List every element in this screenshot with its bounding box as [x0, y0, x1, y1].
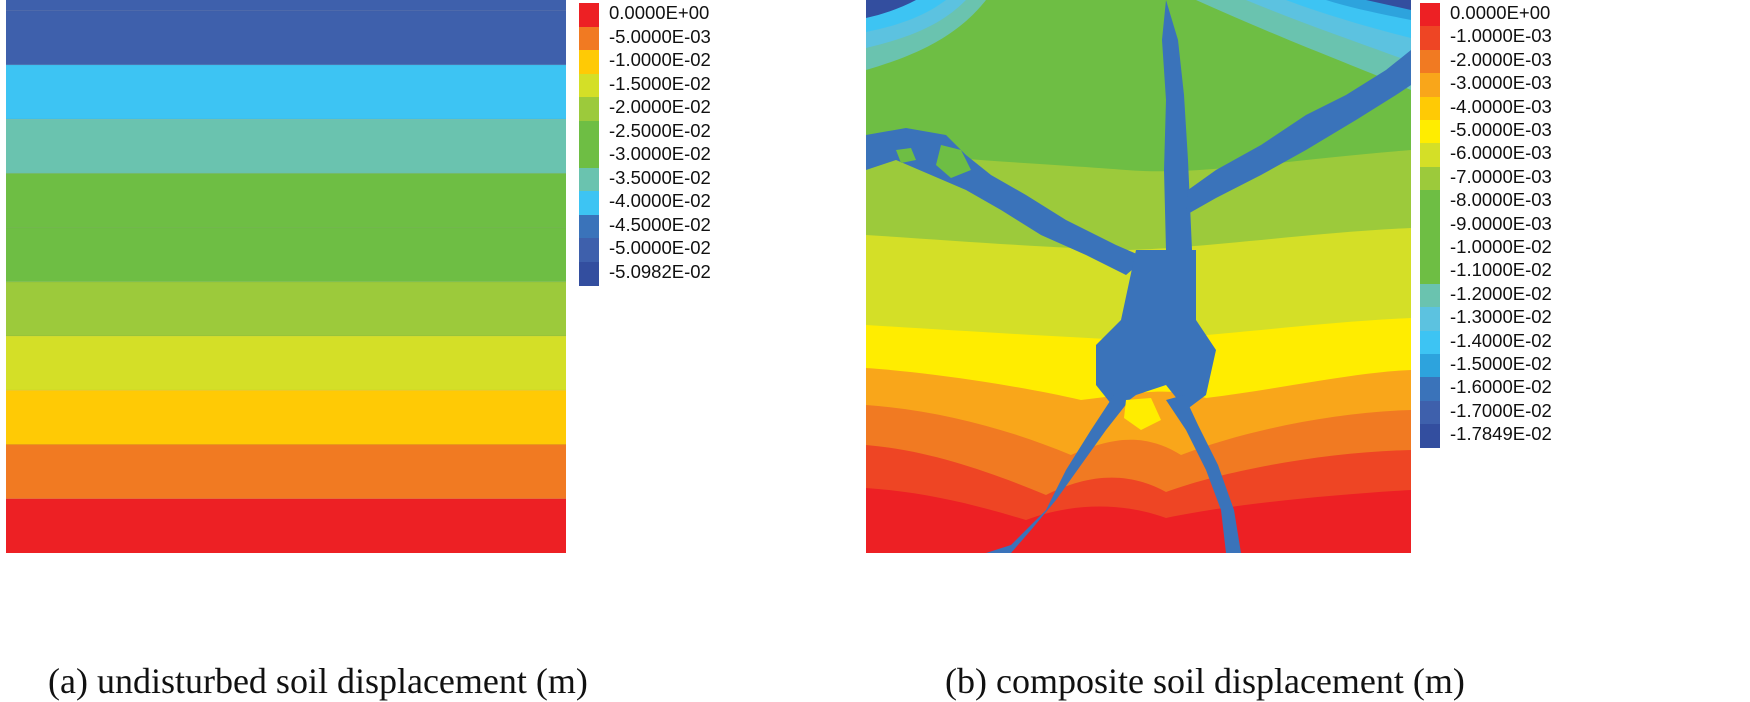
contour-band: [6, 227, 566, 282]
contour-band: [6, 336, 566, 391]
contour-region: [1124, 398, 1161, 430]
crack-region: [866, 128, 1146, 275]
legend-swatch: [579, 97, 599, 121]
legend-label: -4.0000E-02: [609, 190, 711, 211]
contour-band: [6, 173, 566, 228]
legend-swatch: [1420, 73, 1440, 98]
legend-swatch: [579, 73, 599, 98]
legend-swatch: [1420, 424, 1440, 449]
legend-label: -9.0000E-03: [1450, 212, 1552, 234]
contour-plot-a: [6, 0, 566, 553]
legend-swatch: [1420, 377, 1440, 402]
contour-band: [6, 64, 566, 120]
legend-label: 0.0000E+00: [609, 2, 710, 23]
legend-swatch: [1420, 260, 1440, 285]
legend-label: -1.4000E-02: [1450, 329, 1552, 351]
legend-swatch: [579, 144, 599, 168]
legend-label: -5.0000E-03: [1450, 119, 1552, 140]
legend-swatch: [1420, 120, 1440, 144]
legend-swatch: [579, 261, 599, 286]
contour-region: [936, 145, 971, 178]
legend-swatch: [1420, 3, 1440, 27]
legend-swatch: [579, 120, 599, 145]
legend-swatch: [579, 238, 599, 262]
legend-swatch: [579, 167, 599, 192]
crack-region: [1096, 250, 1216, 410]
legend-swatch: [579, 214, 599, 239]
legend-swatch: [1420, 400, 1440, 425]
contour-svg-a: [6, 0, 566, 553]
legend-label: -1.5000E-02: [1450, 353, 1552, 374]
legend-label: -1.6000E-02: [1450, 376, 1552, 398]
legend-label: -7.0000E-03: [1450, 165, 1552, 187]
legend-swatch: [1420, 49, 1440, 74]
legend-label: -1.0000E-02: [609, 49, 711, 70]
legend-swatch: [1420, 307, 1440, 332]
legend-label: -5.0982E-02: [609, 260, 711, 282]
legend-label: -5.0000E-03: [609, 25, 711, 47]
contour-band: [6, 119, 566, 174]
legend-swatch: [1420, 330, 1440, 355]
legend-label: -3.0000E-02: [609, 143, 711, 164]
legend-label: -3.5000E-02: [609, 166, 711, 188]
legend-swatch: [1420, 354, 1440, 378]
legend-swatch: [1420, 96, 1440, 121]
contour-region: [896, 148, 916, 163]
contour-band: [6, 281, 566, 337]
legend-label: -1.5000E-02: [609, 72, 711, 94]
legend-label: -1.3000E-02: [1450, 306, 1552, 328]
legend-label: -2.0000E-03: [1450, 48, 1552, 70]
legend-label: -2.5000E-02: [609, 119, 711, 141]
crack-region: [1186, 50, 1411, 215]
legend-swatch: [1420, 143, 1440, 168]
legend-swatch: [1420, 237, 1440, 261]
legend-swatch: [1420, 26, 1440, 51]
legend-label: -1.1000E-02: [1450, 259, 1552, 281]
legend-label: -3.0000E-03: [1450, 72, 1552, 94]
legend-label: -6.0000E-03: [1450, 142, 1552, 164]
contour-svg-b: [866, 0, 1411, 553]
contour-band: [6, 498, 566, 553]
legend-label: -1.7849E-02: [1450, 423, 1552, 445]
legend-label: 0.0000E+00: [1450, 2, 1551, 23]
contour-region: [866, 0, 916, 18]
legend-swatch: [579, 191, 599, 215]
contour-plot-b: [866, 0, 1411, 553]
caption-b: (b) composite soil displacement (m): [945, 661, 1465, 701]
contour-region: [1366, 0, 1411, 10]
contour-band: [6, 444, 566, 499]
legend-label: -8.0000E-03: [1450, 189, 1552, 211]
legend-label: -1.0000E-03: [1450, 25, 1552, 47]
legend-swatch: [579, 50, 599, 74]
legend-label: -2.0000E-02: [609, 96, 711, 117]
contour-band: [6, 10, 566, 65]
legend-swatch: [1420, 166, 1440, 191]
legend-b: 0.0000E+00 -1.0000E-03 -2.0000E-03 -3.0000E…: [1420, 3, 1640, 463]
legend-label: -5.0000E-02: [609, 237, 711, 258]
contour-band: [6, 0, 566, 11]
crack-region: [1162, 0, 1192, 250]
legend-label: -1.0000E-02: [1450, 236, 1552, 257]
legend-label: -1.2000E-02: [1450, 282, 1552, 304]
legend-a: 0.0000E+00 -5.0000E-03 -1.0000E-02 -1.5000E…: [579, 3, 779, 293]
contour-region: [866, 488, 1411, 553]
legend-label: -4.5000E-02: [609, 213, 711, 235]
legend-swatch: [1420, 213, 1440, 238]
legend-swatch: [1420, 283, 1440, 308]
contour-band: [6, 390, 566, 445]
crack-region: [986, 395, 1128, 553]
legend-label: -4.0000E-03: [1450, 95, 1552, 117]
legend-swatch: [1420, 190, 1440, 215]
crack-region: [1166, 395, 1241, 553]
legend-label: -1.7000E-02: [1450, 399, 1552, 421]
legend-swatch: [579, 3, 599, 27]
legend-swatch: [579, 26, 599, 51]
caption-a: (a) undisturbed soil displacement (m): [48, 661, 588, 701]
